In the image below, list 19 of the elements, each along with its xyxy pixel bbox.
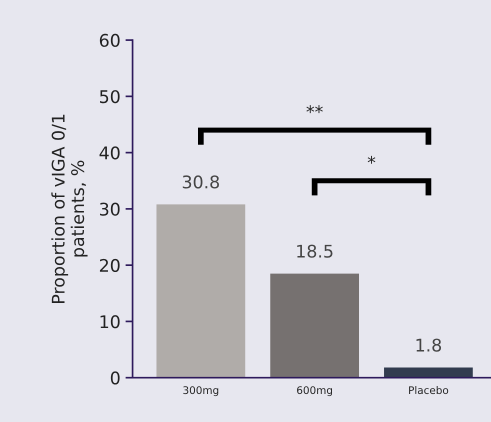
x-tick-label: Placebo [409, 386, 448, 394]
bar [270, 274, 360, 378]
data-label: 1.8 [416, 338, 442, 352]
y-axis-title: Proportion of vIGA 0/1 patients, % [51, 114, 88, 303]
annotation: ** [306, 105, 323, 114]
data-label: 30.8 [182, 175, 219, 189]
y-tick-label: 0 [110, 371, 120, 385]
x-tick-label: 300mg [183, 386, 218, 396]
annotation: * [368, 156, 376, 164]
y-tick-label: 40 [100, 146, 120, 160]
x-tick-label: 600mg [297, 386, 332, 396]
y-tick-label: 30 [100, 202, 120, 216]
data-label: 18.5 [297, 244, 332, 258]
y-tick-label: 20 [100, 258, 120, 272]
bar [156, 204, 246, 378]
bar [384, 368, 473, 378]
y-tick-label: 60 [100, 34, 120, 47]
y-tick-label: 50 [100, 90, 120, 104]
y-tick-label: 10 [100, 315, 120, 328]
